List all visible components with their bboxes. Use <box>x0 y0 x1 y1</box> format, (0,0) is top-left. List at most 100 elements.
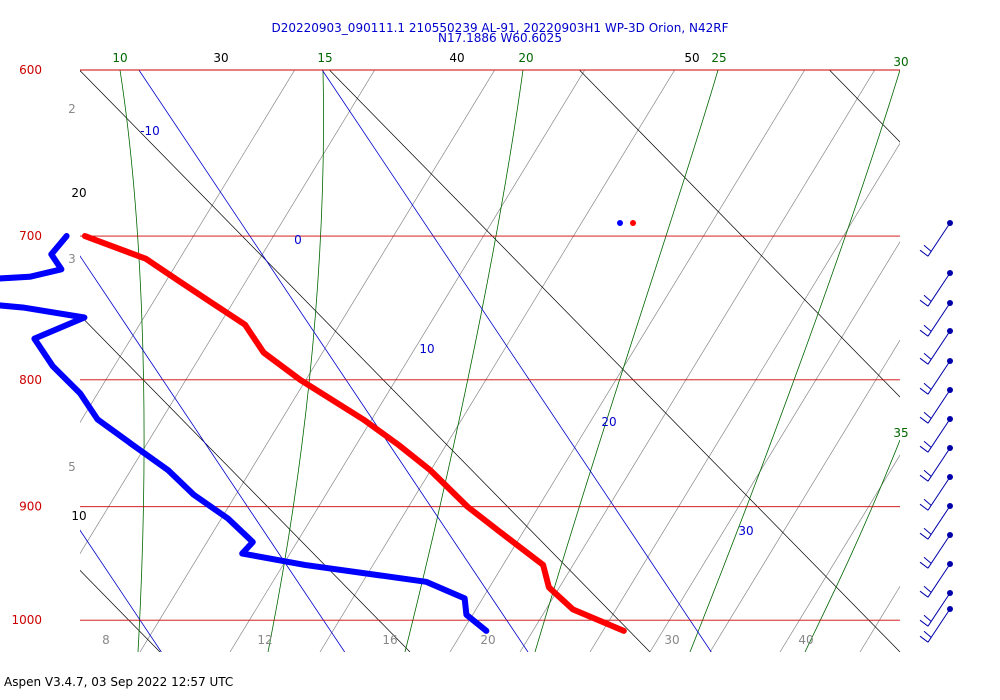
wind-barb-flag <box>919 357 929 365</box>
wind-barb <box>919 300 953 337</box>
mixing-ratio-line <box>80 70 376 555</box>
wind-barb-flag <box>923 527 932 535</box>
wind-barb <box>919 387 953 424</box>
mixing-ratio-label: 5 <box>68 460 76 474</box>
wind-barb-flag <box>919 635 929 643</box>
wind-barb <box>919 561 953 598</box>
wind-barb <box>919 532 953 569</box>
wind-barb-staff <box>927 534 951 569</box>
mixing-ratio-label: 8 <box>102 633 110 647</box>
dry-adiabat-line <box>328 70 900 652</box>
isotherm-label: 0 <box>294 233 302 247</box>
mixing-ratio-line <box>449 70 806 652</box>
wind-barb-flag <box>923 324 932 332</box>
wind-barb-flag <box>919 503 929 511</box>
dry-adiabat-line <box>578 70 900 398</box>
plot-area <box>80 70 900 652</box>
wind-barb-staff <box>927 360 951 395</box>
wind-barb-staff <box>927 389 951 424</box>
wind-barb-flag <box>923 440 932 448</box>
footer-text: Aspen V3.4.7, 03 Sep 2022 12:57 UTC <box>4 675 234 689</box>
mixing-ratio-line <box>589 142 900 652</box>
mixing-ratio-line <box>709 339 900 652</box>
dry-adiabat-line <box>80 569 161 652</box>
wind-barb <box>919 358 953 395</box>
wind-barb-staff <box>927 272 951 307</box>
dry-adiabat-label: 50 <box>684 51 699 65</box>
moist-adiabat-label: 10 <box>112 51 127 65</box>
mixing-ratio-line <box>779 454 900 652</box>
wind-barb <box>919 445 953 482</box>
wind-barb <box>919 606 953 643</box>
isotherm-line <box>80 255 346 652</box>
mixing-ratio-label: 2 <box>68 102 76 116</box>
dry-adiabat-label: 10 <box>71 509 86 523</box>
wind-barb-flag <box>919 445 929 453</box>
mixing-ratio-label: 3 <box>68 252 76 266</box>
mixing-ratio-line <box>649 241 900 652</box>
isotherm-label: 10 <box>419 342 434 356</box>
chart-subtitle: N17.1886 W60.6025 <box>438 31 562 45</box>
wind-barb-staff <box>927 302 951 337</box>
mixing-ratio-line <box>80 70 296 423</box>
wind-barb-flag <box>919 329 929 337</box>
wind-barb-flag <box>919 387 929 395</box>
isotherm-label: -10 <box>140 124 160 138</box>
dry-adiabat-label: 40 <box>449 51 464 65</box>
wind-barb-flag <box>923 244 932 252</box>
moist-adiabat-label: 15 <box>317 51 332 65</box>
chart-title: D20220903_090111.1 210550239 AL-91, 2022… <box>271 21 729 35</box>
dry-adiabat-label: 20 <box>71 186 86 200</box>
mixing-ratio-label: 20 <box>480 633 495 647</box>
mixing-ratio-line <box>859 585 900 652</box>
isobar-label: 900 <box>19 500 42 514</box>
wind-barb-flag <box>923 585 932 593</box>
moist-adiabat-label: 25 <box>711 51 726 65</box>
mixing-ratio-label: 12 <box>257 633 272 647</box>
dry-adiabat-line <box>80 314 411 652</box>
mixing-ratio-line <box>229 70 586 652</box>
wind-barb <box>919 328 953 365</box>
moist-adiabat-label: 35 <box>893 426 908 440</box>
wind-barb-flag <box>919 532 929 540</box>
wind-barb-staff <box>927 418 951 453</box>
wind-barb-flag <box>923 630 932 638</box>
isobar-label: 700 <box>19 229 42 243</box>
wind-barb-flag <box>919 561 929 569</box>
wind-barb <box>919 220 953 257</box>
wind-barb-flag <box>923 556 932 564</box>
moist-adiabat-line <box>404 70 524 652</box>
moist-adiabat-label: 20 <box>518 51 533 65</box>
moist-adiabat-line <box>534 70 719 652</box>
isotherm-label: 20 <box>601 415 616 429</box>
mixing-ratio-label: 30 <box>664 633 679 647</box>
wind-barb <box>919 503 953 540</box>
wind-barb-flag <box>919 619 929 627</box>
isotherm-label: 30 <box>738 524 753 538</box>
dry-adiabat-label: 30 <box>213 51 228 65</box>
moist-adiabat-line <box>804 439 900 652</box>
moist-adiabat-label: 30 <box>893 55 908 69</box>
dry-adiabat-line <box>80 70 651 652</box>
temperature-profile <box>81 233 627 634</box>
wind-barb-staff <box>927 476 951 511</box>
isotherm-line <box>321 70 712 652</box>
dewpoint-top-point <box>617 220 623 226</box>
wind-barb-flag <box>919 416 929 424</box>
wind-barb-flag <box>923 294 932 302</box>
wind-barb-flag <box>923 498 932 506</box>
mixing-ratio-label: 40 <box>798 633 813 647</box>
isobar-label: 600 <box>19 63 42 77</box>
wind-barb-staff <box>927 330 951 365</box>
wind-barb-flag <box>919 249 929 257</box>
wind-barb-staff <box>927 222 951 257</box>
wind-barb-staff <box>927 608 951 643</box>
moist-adiabat-line <box>267 70 324 652</box>
wind-barb-staff <box>927 592 951 627</box>
temperature-top-point <box>630 220 636 226</box>
wind-barb <box>919 416 953 453</box>
wind-barb-flag <box>923 411 932 419</box>
dewpoint-profile <box>0 233 490 634</box>
wind-barb-staff <box>927 447 951 482</box>
